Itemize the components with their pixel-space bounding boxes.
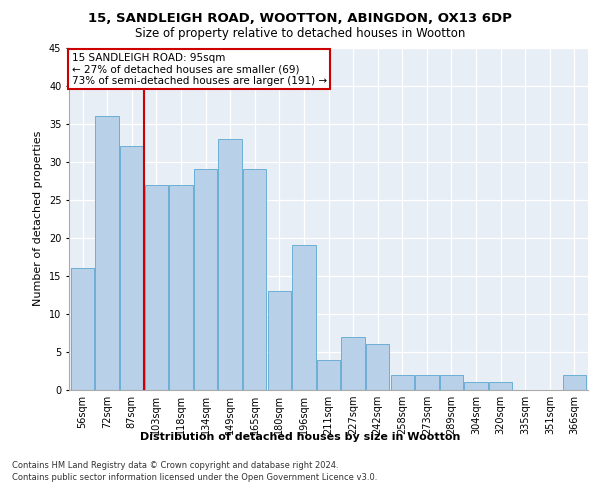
Y-axis label: Number of detached properties: Number of detached properties bbox=[34, 131, 43, 306]
Bar bbox=[391, 375, 414, 390]
Text: 15, SANDLEIGH ROAD, WOOTTON, ABINGDON, OX13 6DP: 15, SANDLEIGH ROAD, WOOTTON, ABINGDON, O… bbox=[88, 12, 512, 26]
Text: Contains public sector information licensed under the Open Government Licence v3: Contains public sector information licen… bbox=[12, 473, 377, 482]
Bar bbox=[341, 336, 365, 390]
Bar bbox=[243, 170, 266, 390]
Bar bbox=[218, 139, 242, 390]
Bar bbox=[145, 184, 168, 390]
Bar bbox=[194, 170, 217, 390]
Text: Distribution of detached houses by size in Wootton: Distribution of detached houses by size … bbox=[140, 432, 460, 442]
Text: 15 SANDLEIGH ROAD: 95sqm
← 27% of detached houses are smaller (69)
73% of semi-d: 15 SANDLEIGH ROAD: 95sqm ← 27% of detach… bbox=[71, 52, 327, 86]
Text: Size of property relative to detached houses in Wootton: Size of property relative to detached ho… bbox=[135, 28, 465, 40]
Bar bbox=[292, 246, 316, 390]
Bar bbox=[268, 291, 291, 390]
Bar bbox=[169, 184, 193, 390]
Bar bbox=[440, 375, 463, 390]
Bar bbox=[95, 116, 119, 390]
Bar bbox=[71, 268, 94, 390]
Bar bbox=[563, 375, 586, 390]
Bar bbox=[317, 360, 340, 390]
Bar bbox=[366, 344, 389, 390]
Bar bbox=[489, 382, 512, 390]
Text: Contains HM Land Registry data © Crown copyright and database right 2024.: Contains HM Land Registry data © Crown c… bbox=[12, 460, 338, 469]
Bar bbox=[415, 375, 439, 390]
Bar bbox=[464, 382, 488, 390]
Bar bbox=[120, 146, 143, 390]
